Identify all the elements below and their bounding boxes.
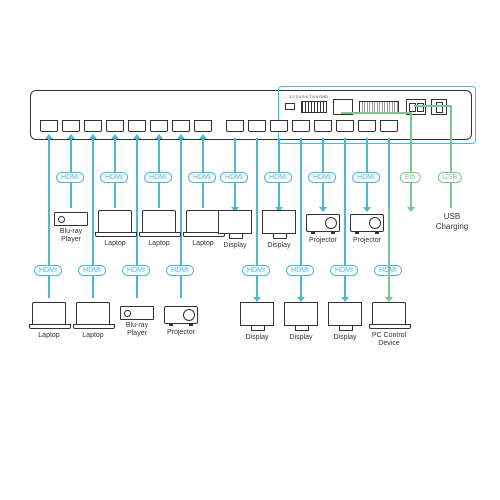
hdmi-out-port — [314, 120, 332, 132]
hdmi-label: HDMI — [188, 172, 216, 183]
usb-charging-label: USBCharging — [432, 212, 472, 231]
hdmi-in-port — [194, 120, 212, 132]
hdmi-out-port — [380, 120, 398, 132]
hdmi-label: HDMI — [122, 265, 150, 276]
hdmi-label: HDMI — [100, 172, 128, 183]
hdmi-in-port — [172, 120, 190, 132]
device-bluray: Blu-rayPlayer — [52, 212, 90, 243]
hdmi-in-port — [128, 120, 146, 132]
device-projector: Projector — [304, 214, 342, 245]
device-display: Display — [282, 302, 320, 342]
device-projector: Projector — [348, 214, 386, 245]
hdmi-label: HDMI — [78, 265, 106, 276]
eth-drop — [410, 112, 412, 138]
hdmi-label: HDMI — [286, 265, 314, 276]
hdmi-label: HDMI — [330, 265, 358, 276]
port-numbers: 1 2 3 4 5 6 7 8 9 GND — [289, 94, 328, 99]
device-laptop: Laptop — [74, 302, 112, 340]
micro-usb-port — [285, 103, 295, 110]
hdmi-label: HDMI — [56, 172, 84, 183]
hdmi-label: HDMI — [144, 172, 172, 183]
hdmi-in-port — [40, 120, 58, 132]
hdmi-out-port — [358, 120, 376, 132]
connectivity-diagram: 1 2 3 4 5 6 7 8 9 GND HDMI HDMI HDMI — [30, 90, 470, 410]
hdmi-in-port — [106, 120, 124, 132]
conn-eth-extend — [388, 208, 390, 298]
hdmi-out-port — [248, 120, 266, 132]
hdmi-out-port — [292, 120, 310, 132]
hdmi-out-port — [336, 120, 354, 132]
device-laptop: Laptop — [96, 210, 134, 248]
hdmi-in-port — [62, 120, 80, 132]
usb-hline — [414, 105, 450, 107]
conn-usb — [450, 105, 452, 208]
device-display: Display — [238, 302, 276, 342]
hdmi-label: HDMI — [34, 265, 62, 276]
device-display: Display — [216, 210, 254, 250]
device-display: Display — [260, 210, 298, 250]
device-projector: Projector — [162, 306, 200, 337]
device-laptop: Laptop — [30, 302, 68, 340]
hdmi-out-port — [270, 120, 288, 132]
dip-switch — [301, 101, 327, 113]
hdmi-label: HDMI — [264, 172, 292, 183]
eth-label: Eth — [400, 172, 421, 183]
device-pc-control: PC ControlDevice — [370, 302, 408, 347]
hdmi-label: HDMI — [352, 172, 380, 183]
usb-label: USB — [438, 172, 462, 183]
hdmi-label: HDMI — [242, 265, 270, 276]
eth-hline — [341, 112, 410, 114]
hdmi-in-port — [84, 120, 102, 132]
hdmi-label: HDMI — [220, 172, 248, 183]
hdmi-in-port — [150, 120, 168, 132]
switch-body: 1 2 3 4 5 6 7 8 9 GND — [30, 90, 472, 140]
power-switch — [431, 99, 447, 115]
hdmi-label: HDMI — [308, 172, 336, 183]
hdmi-out-port — [226, 120, 244, 132]
hdmi-label: HDMI — [166, 265, 194, 276]
device-display: Display — [326, 302, 364, 342]
device-laptop: Laptop — [140, 210, 178, 248]
device-bluray: Blu-rayPlayer — [118, 306, 156, 337]
